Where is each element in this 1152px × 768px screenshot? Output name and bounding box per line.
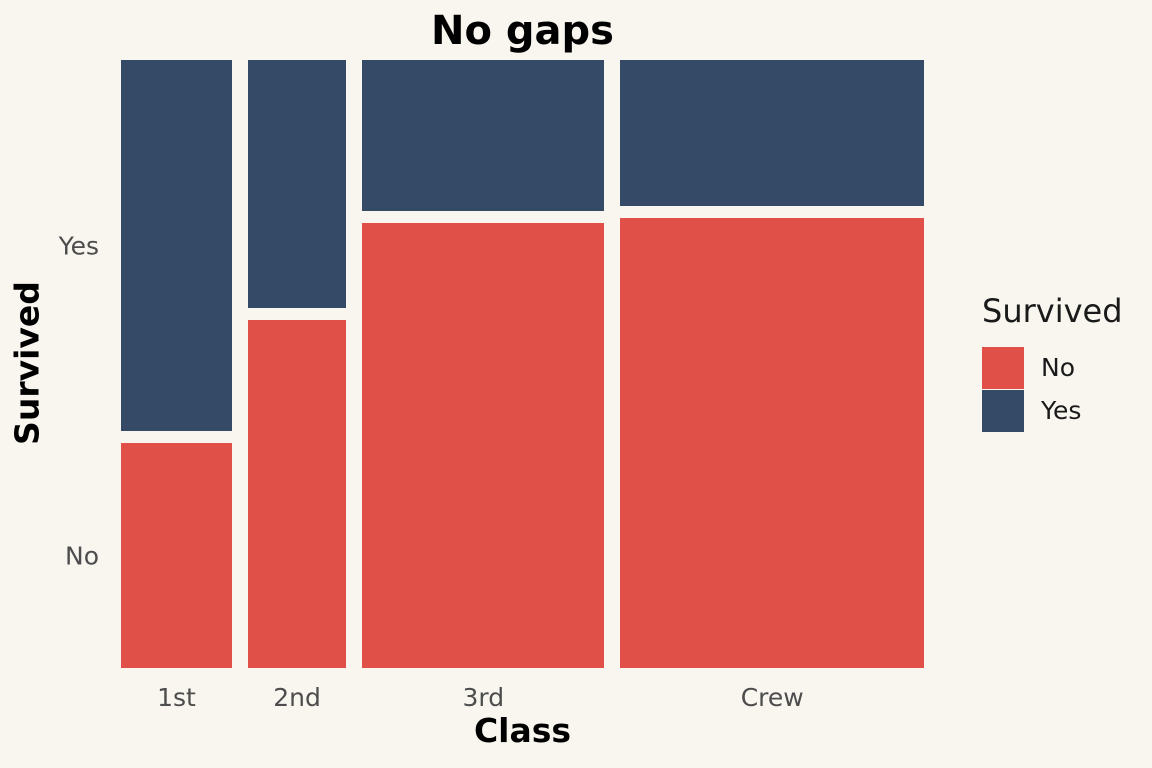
mosaic-segment-no-2nd	[247, 319, 347, 668]
x-tick-label-Crew: Crew	[740, 683, 804, 712]
legend-item-no: No	[982, 346, 1123, 389]
legend-swatch-no	[982, 346, 1024, 389]
mosaic-segment-yes-1st	[121, 60, 232, 432]
x-tick-label-1st: 1st	[157, 683, 196, 712]
legend-title: Survived	[982, 292, 1123, 330]
y-tick-label-yes: Yes	[58, 231, 99, 261]
x-axis-title: Class	[473, 711, 572, 750]
mosaic-segment-yes-Crew	[620, 60, 924, 207]
mosaic-segment-no-1st	[121, 443, 232, 668]
legend-label-no: No	[1041, 353, 1075, 382]
mosaic-segment-yes-3rd	[362, 60, 605, 211]
mosaic-segment-no-Crew	[620, 218, 924, 668]
mosaic-segment-yes-2nd	[247, 60, 347, 308]
legend-items: No Yes	[982, 346, 1123, 432]
legend-label-yes: Yes	[1041, 396, 1082, 425]
legend-swatch-yes	[982, 389, 1024, 432]
legend: Survived No Yes	[982, 292, 1123, 432]
y-axis-title: Survived	[7, 281, 47, 445]
y-tick-label-no: No	[65, 541, 99, 571]
x-tick-label-2nd: 2nd	[273, 683, 321, 712]
legend-item-yes: Yes	[982, 389, 1123, 432]
mosaic-segment-no-3rd	[362, 222, 605, 668]
x-tick-label-3rd: 3rd	[462, 683, 505, 712]
plot-title: No gaps	[431, 8, 614, 54]
